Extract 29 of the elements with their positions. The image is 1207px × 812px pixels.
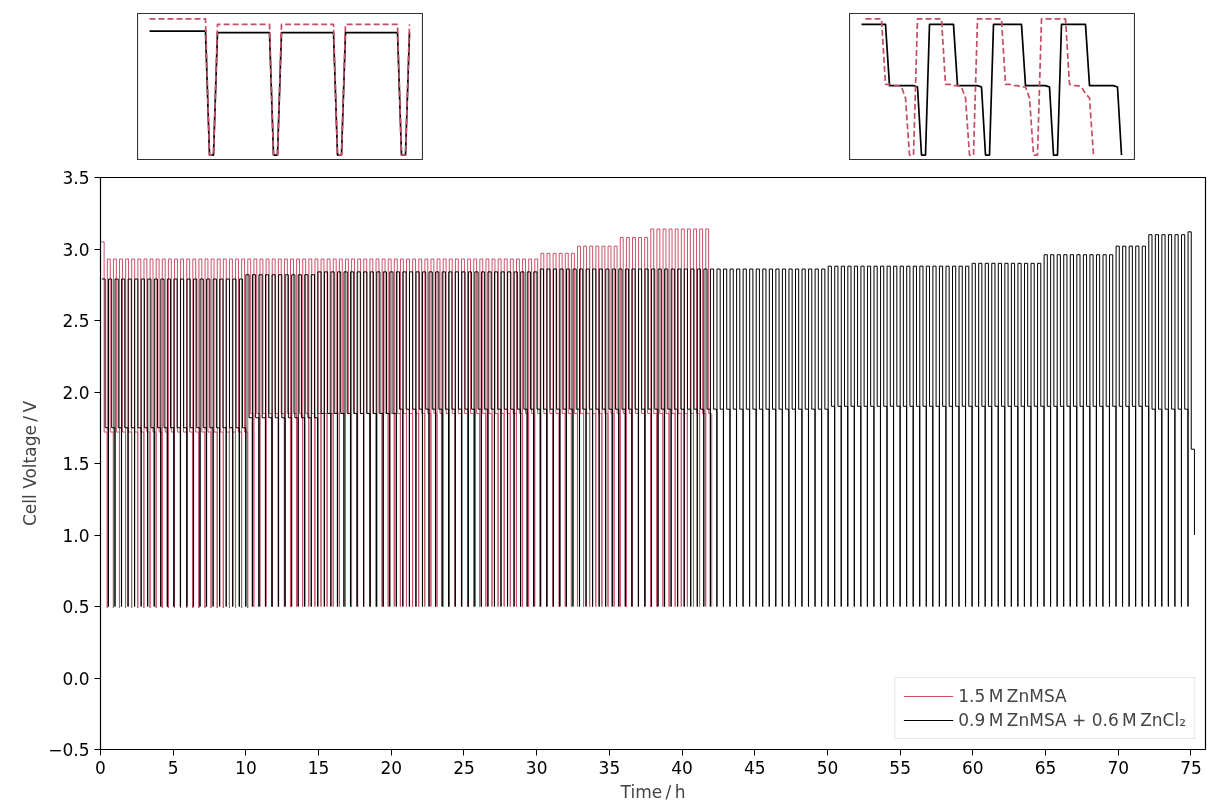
y-tick-label: 1.5 bbox=[62, 454, 90, 474]
x-tick-label: 10 bbox=[235, 757, 257, 778]
y-tick-label: 0.5 bbox=[62, 597, 90, 617]
x-axis-title: Time / h bbox=[619, 781, 686, 802]
x-tick-label: 60 bbox=[962, 757, 984, 778]
y-tick-label: 1.0 bbox=[62, 525, 90, 546]
y-tick-label: 3.0 bbox=[62, 239, 90, 260]
x-tick-label: 20 bbox=[380, 757, 403, 778]
x-tick-label: 55 bbox=[889, 757, 911, 778]
x-tick-label: 45 bbox=[743, 757, 766, 778]
legend-label: 1.5 M ZnMSA bbox=[958, 686, 1067, 706]
x-tick-label: 70 bbox=[1107, 757, 1130, 778]
y-axis-title: Cell Voltage / V bbox=[20, 400, 41, 527]
y-tick-label: 3.5 bbox=[62, 168, 90, 188]
y-tick-label: 0.0 bbox=[62, 668, 90, 689]
y-tick-label: −0.5 bbox=[48, 740, 90, 760]
y-tick-label: 2.0 bbox=[62, 382, 90, 403]
x-tick-label: 30 bbox=[525, 757, 548, 778]
x-tick-label: 50 bbox=[816, 757, 839, 778]
x-tick-label: 15 bbox=[307, 757, 330, 778]
y-tick-label: 2.5 bbox=[62, 311, 90, 331]
x-tick-label: 75 bbox=[1180, 757, 1202, 778]
x-tick-label: 40 bbox=[671, 757, 693, 778]
x-tick-label: 0 bbox=[95, 757, 106, 778]
legend-label: 0.9 M ZnMSA + 0.6 M ZnCl₂ bbox=[958, 710, 1186, 730]
x-tick-label: 35 bbox=[598, 757, 621, 778]
x-tick-label: 25 bbox=[453, 757, 475, 778]
x-tick-label: 65 bbox=[1034, 757, 1057, 778]
x-tick-label: 5 bbox=[167, 757, 179, 778]
